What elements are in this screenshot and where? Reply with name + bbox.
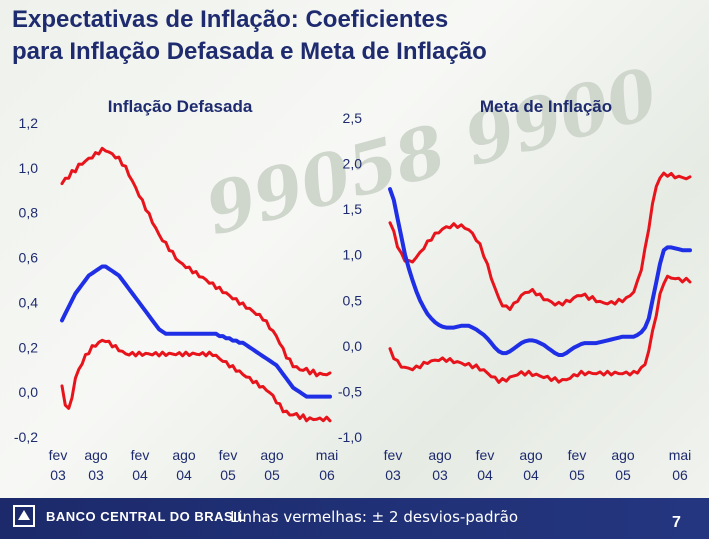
- y-tick-label: 0,4: [19, 294, 39, 310]
- series-line-coeficiente: [388, 187, 692, 357]
- y-tick-label: 1,0: [343, 247, 363, 263]
- x-tick-label: ago: [260, 447, 284, 463]
- x-tick-year: 05: [264, 467, 280, 483]
- series-line-upper: [388, 171, 692, 311]
- x-tick-label: ago: [611, 447, 635, 463]
- x-tick-label: fev: [131, 447, 150, 463]
- slide-title: Expectativas de Inflação: Coeficientes p…: [12, 4, 612, 68]
- y-tick-label: -0,5: [338, 383, 362, 399]
- x-tick-year: 05: [569, 467, 585, 483]
- x-tick-year: 06: [672, 467, 688, 483]
- bank-logo: BANCO CENTRAL DO BRASIL: [12, 504, 246, 528]
- x-tick-label: ago: [428, 447, 452, 463]
- x-tick-label: ago: [172, 447, 196, 463]
- footer-bar: [0, 498, 709, 539]
- x-tick-year: 03: [432, 467, 448, 483]
- series-line-coeficiente: [60, 264, 332, 399]
- y-tick-label: 1,0: [19, 160, 39, 176]
- chart-title: Inflação Defasada: [108, 97, 253, 116]
- footnote: Linhas vermelhas: ± 2 desvios-padrão: [230, 508, 519, 526]
- x-tick-label: fev: [219, 447, 238, 463]
- title-line-2: para Inflação Defasada e Meta de Inflaçã…: [12, 38, 487, 65]
- y-tick-label: 0,5: [343, 292, 363, 308]
- page-number: 7: [672, 514, 681, 531]
- x-tick-label: ago: [84, 447, 108, 463]
- title-line-1: Expectativas de Inflação: Coeficientes: [12, 6, 449, 33]
- x-tick-year: 03: [50, 467, 66, 483]
- x-tick-label: fev: [384, 447, 403, 463]
- x-tick-label: ago: [519, 447, 543, 463]
- y-tick-label: 0,8: [19, 205, 39, 221]
- y-tick-label: 0,6: [19, 250, 39, 266]
- charts-canvas: Inflação Defasada 1,2 1,0 0,8 0,6 0,4 0,2 0,0 -0…: [14, 97, 692, 483]
- chart-panel-2: Meta de Inflação 2,5 2,0 1,5 1,0 0,5 0,0 -0,5 -1…: [338, 97, 692, 483]
- series-line-lower: [60, 338, 332, 423]
- x-tick-label: fev: [568, 447, 587, 463]
- x-tick-year: 05: [220, 467, 236, 483]
- bank-logo-icon: [13, 505, 35, 527]
- x-tick-label: mai: [669, 447, 692, 463]
- x-tick-year: 03: [385, 467, 401, 483]
- y-tick-label: 2,5: [343, 110, 363, 126]
- x-tick-year: 04: [477, 467, 493, 483]
- chart-title: Meta de Inflação: [480, 97, 612, 116]
- y-tick-label: 0,2: [19, 339, 39, 355]
- x-tick-label: mai: [316, 447, 339, 463]
- series-line-upper: [60, 146, 332, 378]
- x-tick-year: 04: [176, 467, 192, 483]
- x-tick-year: 03: [88, 467, 104, 483]
- series-line-lower: [388, 274, 692, 384]
- x-tick-label: fev: [476, 447, 495, 463]
- y-tick-label: -0,2: [14, 429, 38, 445]
- bank-logo-text: BANCO CENTRAL DO BRASIL: [46, 508, 246, 524]
- x-tick-year: 05: [615, 467, 631, 483]
- y-tick-label: -1,0: [338, 429, 362, 445]
- y-tick-label: 1,5: [343, 201, 363, 217]
- x-tick-year: 04: [132, 467, 148, 483]
- x-tick-label: fev: [49, 447, 68, 463]
- y-tick-label: 2,0: [343, 156, 363, 172]
- y-tick-label: 1,2: [19, 115, 39, 131]
- x-tick-year: 04: [523, 467, 539, 483]
- x-tick-year: 06: [319, 467, 335, 483]
- y-tick-label: 0,0: [343, 338, 363, 354]
- chart-panel-1: Inflação Defasada 1,2 1,0 0,8 0,6 0,4 0,2 0,0 -0…: [14, 97, 338, 483]
- y-tick-label: 0,0: [19, 384, 39, 400]
